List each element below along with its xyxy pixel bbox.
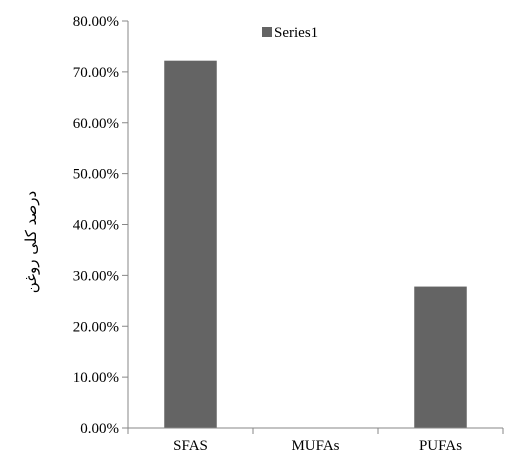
y-tick-label: 80.00% <box>73 14 119 30</box>
y-tick-label: 20.00% <box>73 319 119 335</box>
y-tick-label: 60.00% <box>73 116 119 132</box>
x-category-label: SFAS <box>173 438 208 454</box>
bar-sfas <box>164 60 217 429</box>
x-axis-categories: SFAS MUFAs PUFAs <box>173 438 462 454</box>
y-tick-label: 40.00% <box>73 218 119 234</box>
legend-swatch-series1 <box>262 27 272 37</box>
legend-label-series1: Series1 <box>274 25 318 41</box>
y-tick-label: 50.00% <box>73 167 119 183</box>
bar-pufas <box>414 286 467 428</box>
y-axis-label: درصد کلی روغن <box>22 191 40 293</box>
y-tick-label: 0.00% <box>80 421 119 437</box>
y-tick-label: 30.00% <box>73 268 119 284</box>
y-tick-label: 10.00% <box>73 370 119 386</box>
y-axis-ticks: 0.00% 10.00% 20.00% 30.00% 40.00% 50.00% 60.00… <box>73 14 128 437</box>
x-category-label: MUFAs <box>291 438 339 454</box>
y-tick-label: 70.00% <box>73 65 119 81</box>
bars <box>164 60 467 429</box>
x-category-label: PUFAs <box>419 438 462 454</box>
axes <box>127 21 504 434</box>
legend: Series1 <box>262 25 318 41</box>
